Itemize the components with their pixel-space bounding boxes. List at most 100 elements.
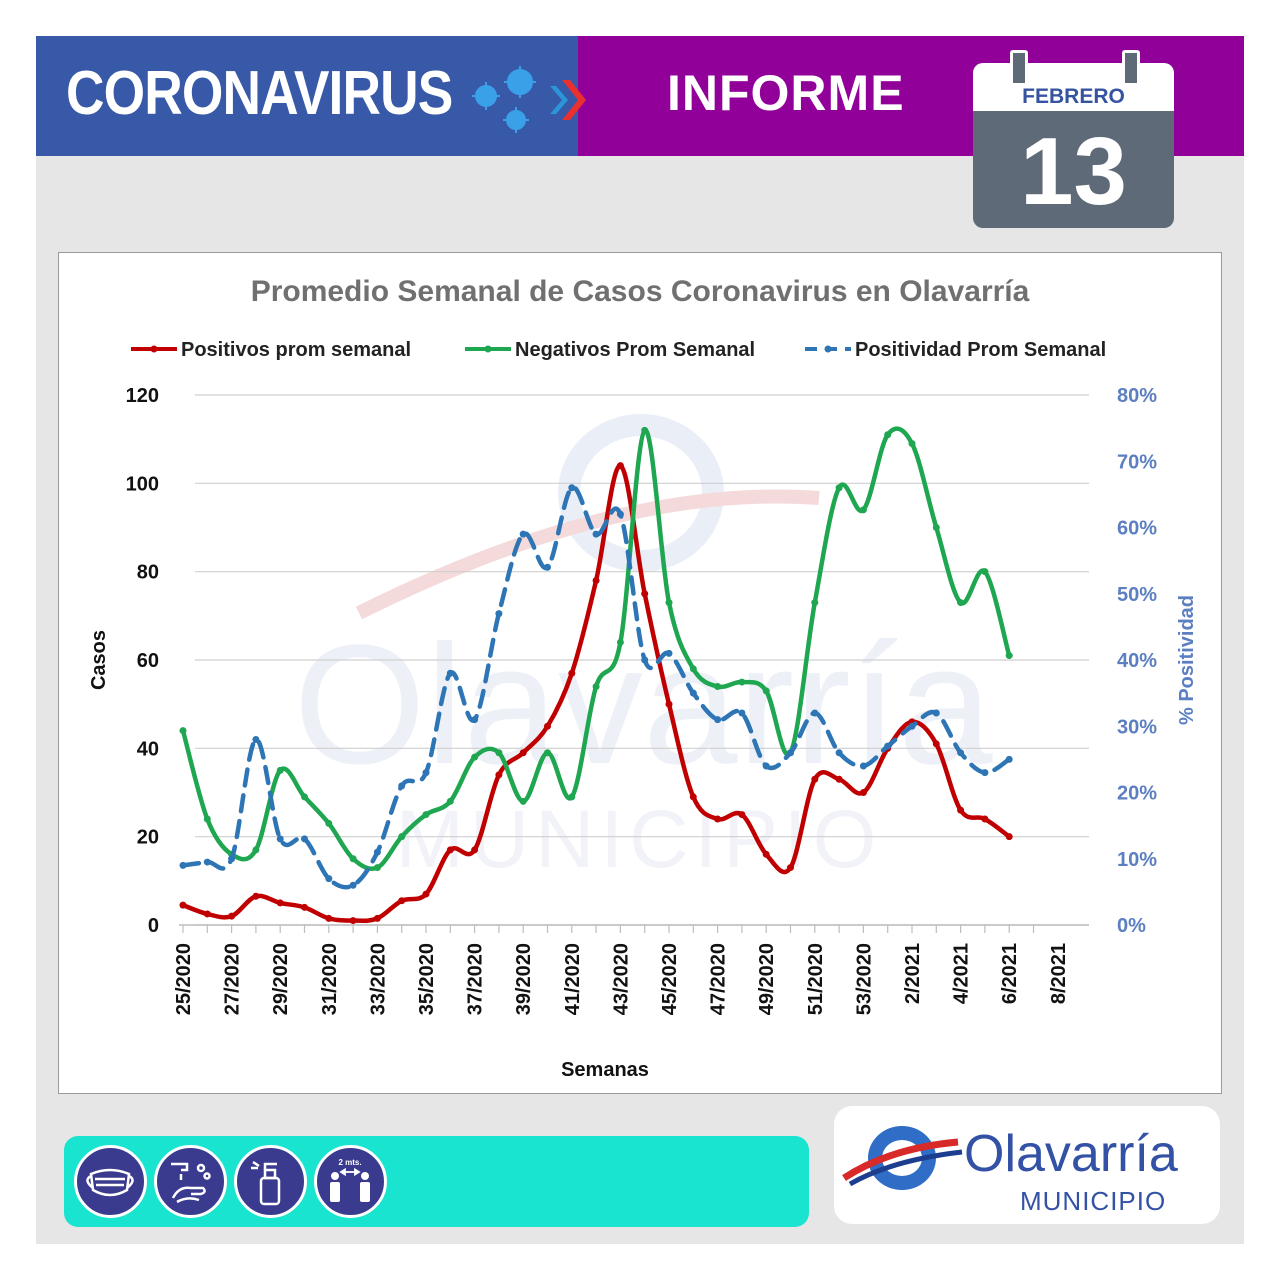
data-point: [519, 749, 527, 757]
data-point: [203, 815, 211, 823]
legend-marker: [484, 345, 492, 353]
data-point: [738, 709, 746, 717]
data-point: [859, 506, 867, 514]
data-point: [714, 815, 722, 823]
data-point: [957, 806, 965, 814]
data-point: [957, 599, 965, 607]
y2-tick-label: 60%: [1117, 518, 1157, 540]
data-point: [835, 484, 843, 492]
data-point: [301, 793, 308, 801]
data-point: [373, 864, 381, 872]
data-point: [592, 683, 600, 690]
data-point: [471, 716, 479, 724]
data-point: [252, 846, 260, 854]
y-tick-label: 120: [126, 385, 159, 407]
distance-label: 2 mts.: [338, 1158, 361, 1167]
data-point: [981, 568, 989, 576]
header-subtitle: INFORME: [667, 65, 905, 121]
data-point: [422, 811, 430, 819]
calendar-header: [973, 63, 1174, 111]
data-point: [884, 742, 892, 750]
data-point: [276, 766, 284, 774]
data-point: [641, 590, 649, 598]
data-point: [859, 789, 867, 796]
data-point: [714, 683, 722, 690]
hand-washing-icon: [154, 1145, 227, 1218]
data-point: [495, 771, 503, 779]
chart-panel: Olavarría MUNICIPIO Promedio Semanal de …: [58, 252, 1222, 1094]
data-point: [787, 749, 794, 757]
data-point: [446, 669, 454, 677]
data-point: [179, 727, 187, 735]
data-point: [738, 811, 746, 819]
data-point: [641, 426, 649, 434]
x-tick-label: 45/2020: [659, 943, 681, 1015]
y2-tick-label: 50%: [1117, 584, 1157, 606]
y2-tick-label: 30%: [1117, 716, 1157, 738]
face-mask-icon: [74, 1145, 147, 1218]
data-point: [398, 897, 406, 905]
data-point: [422, 890, 430, 898]
data-point: [544, 563, 551, 571]
y-tick-label: 80: [137, 562, 159, 584]
data-point: [544, 749, 551, 757]
y-axis-title: Casos: [88, 630, 110, 690]
calendar-icon: FEBRERO 13: [973, 63, 1174, 228]
data-point: [957, 749, 965, 757]
x-tick-label: 41/2020: [562, 943, 584, 1015]
data-point: [446, 797, 454, 805]
chart-legend: Positivos prom semanal Negativos Prom Sem…: [131, 339, 1106, 361]
y-tick-label: 40: [137, 738, 159, 760]
data-point: [908, 722, 916, 730]
data-point: [689, 793, 697, 801]
y2-tick-label: 70%: [1117, 451, 1157, 473]
data-point: [932, 709, 940, 717]
x-tick-label: 51/2020: [805, 943, 827, 1015]
data-point: [373, 848, 381, 856]
data-point: [689, 689, 697, 697]
data-point: [932, 740, 940, 748]
data-point: [495, 610, 503, 618]
data-point: [592, 530, 600, 538]
y-tick-label: 100: [126, 473, 159, 495]
data-point: [811, 599, 819, 607]
data-point: [325, 819, 333, 827]
data-point: [738, 678, 746, 686]
data-point: [616, 510, 624, 518]
data-point: [179, 861, 187, 869]
data-point: [203, 858, 211, 866]
data-point: [301, 903, 308, 911]
virus-decoration-icon: [472, 66, 586, 133]
data-point: [519, 530, 527, 538]
legend-label: Positividad Prom Semanal: [855, 339, 1106, 361]
data-point: [471, 846, 479, 854]
data-point: [1005, 755, 1013, 763]
x-tick-label: 29/2020: [270, 943, 292, 1015]
data-point: [228, 855, 236, 863]
data-point: [787, 864, 794, 872]
data-point: [616, 462, 624, 470]
data-point: [276, 899, 284, 907]
data-point: [981, 769, 989, 777]
data-point: [276, 835, 284, 843]
data-point: [665, 649, 673, 657]
data-point: [301, 835, 308, 843]
data-point: [398, 782, 406, 790]
x-tick-label: 47/2020: [708, 943, 730, 1015]
line-chart: Olavarría MUNICIPIO Promedio Semanal de …: [88, 275, 1198, 1081]
data-point: [325, 914, 333, 922]
y-tick-label: 20: [137, 827, 159, 849]
data-point: [446, 846, 454, 854]
data-point: [689, 665, 697, 673]
x-tick-label: 31/2020: [319, 943, 341, 1015]
y-tick-label: 0: [148, 915, 159, 937]
y2-axis-title: % Positividad: [1176, 595, 1198, 725]
data-point: [349, 855, 357, 863]
x-tick-label: 35/2020: [416, 943, 438, 1015]
data-point: [908, 440, 916, 448]
data-point: [762, 687, 770, 695]
data-point: [811, 709, 819, 717]
y2-tick-label: 80%: [1117, 385, 1157, 407]
x-tick-label: 25/2020: [173, 943, 195, 1015]
y2-tick-label: 10%: [1117, 849, 1157, 871]
